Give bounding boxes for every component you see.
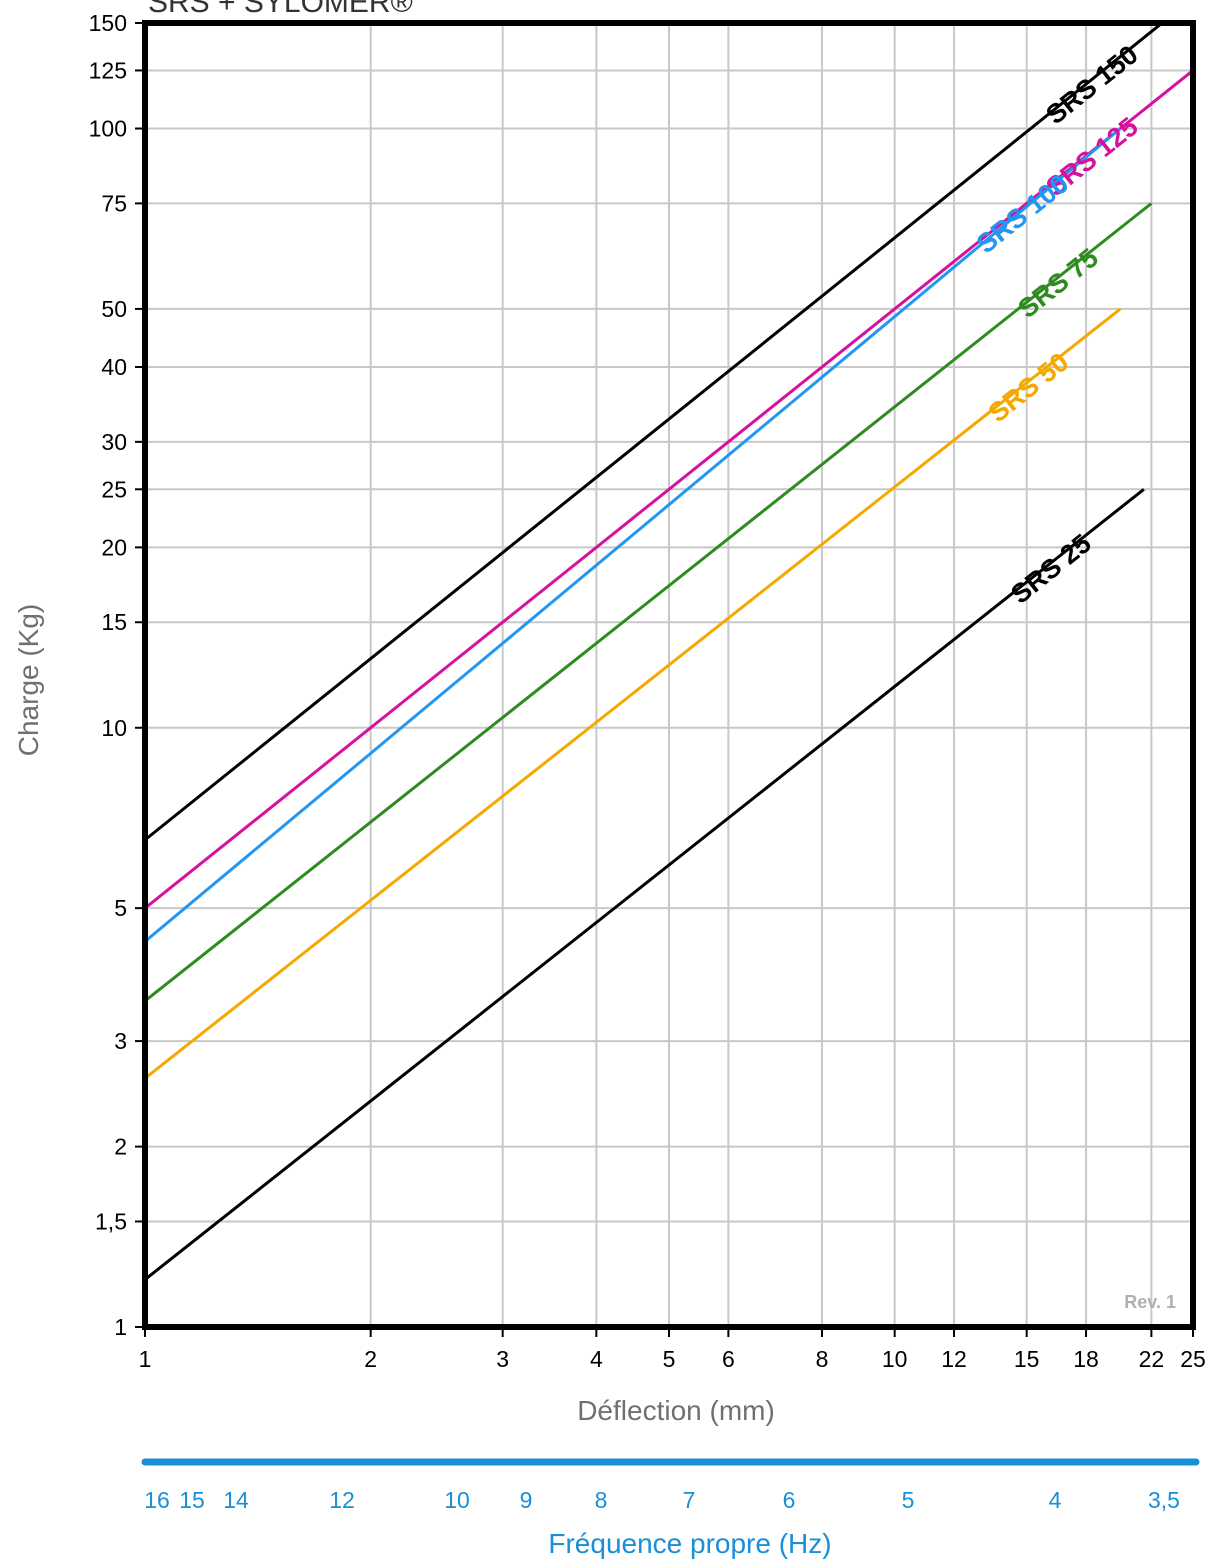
frequency-tick-label: 8: [595, 1487, 608, 1513]
x-tick-label: 1: [139, 1346, 152, 1372]
x-tick-label: 15: [1014, 1346, 1040, 1372]
x-tick-label: 5: [663, 1346, 676, 1372]
y-tick-label: 3: [114, 1028, 127, 1054]
x-tick-label: 22: [1139, 1346, 1165, 1372]
series-line: [145, 202, 1153, 1003]
frequency-tick-label: 16: [144, 1487, 170, 1513]
frequency-tick-label: 6: [783, 1487, 796, 1513]
chart-title: SRS + SYLOMER®: [148, 0, 413, 19]
series-line: [145, 127, 1122, 943]
frequency-tick-label: 5: [902, 1487, 915, 1513]
frequency-axis-ticks: 16 15 14 12 10 9 8 7 6 5 4 3,5: [144, 1487, 1180, 1513]
y-tick-label: 25: [101, 476, 127, 502]
y-tick-label: 1,5: [95, 1208, 127, 1234]
x-tick-label: 18: [1073, 1346, 1099, 1372]
series-line: [145, 307, 1122, 1080]
series-lines: [145, 23, 1193, 1281]
y-tick-label: 15: [101, 609, 127, 635]
frequency-tick-label: 7: [683, 1487, 696, 1513]
series-line: [145, 69, 1193, 910]
frequency-axis-title: Fréquence propre (Hz): [548, 1528, 831, 1559]
frequency-tick-label: 4: [1049, 1487, 1062, 1513]
y-tick-label: 40: [101, 354, 127, 380]
y-tick-label: 5: [114, 895, 127, 921]
y-tick-label: 2: [114, 1134, 127, 1160]
revision-label: Rev. 1: [1124, 1292, 1176, 1312]
x-tick-label: 10: [882, 1346, 908, 1372]
y-tick-label: 125: [89, 57, 127, 83]
y-axis-title: Charge (Kg): [13, 604, 44, 757]
frequency-tick-label: 3,5: [1148, 1487, 1180, 1513]
series-line: [145, 23, 1165, 842]
x-tick-label: 3: [496, 1346, 509, 1372]
x-tick-label: 4: [590, 1346, 603, 1372]
series-label: SRS 25: [1005, 528, 1096, 610]
y-tick-label: 50: [101, 296, 127, 322]
y-tick-label: 1: [114, 1314, 127, 1340]
frequency-tick-label: 12: [329, 1487, 355, 1513]
y-tick-label: 150: [89, 10, 127, 36]
frequency-tick-label: 14: [223, 1487, 249, 1513]
series-label: SRS 50: [983, 347, 1074, 429]
x-tick-label: 2: [364, 1346, 377, 1372]
x-tick-label: 6: [722, 1346, 735, 1372]
y-tick-label: 75: [101, 190, 127, 216]
x-tick-label: 25: [1180, 1346, 1206, 1372]
x-axis-ticks: 1 2 3 4 5 6 8 10 12 15 18 22 25: [139, 1327, 1206, 1372]
frequency-tick-label: 9: [520, 1487, 533, 1513]
y-tick-label: 10: [101, 715, 127, 741]
x-axis-title: Déflection (mm): [577, 1395, 775, 1426]
series-line: [145, 488, 1145, 1281]
y-tick-label: 100: [89, 116, 127, 142]
y-axis-ticks: 1 1,5 2 3 5 10 15 20 25 30 40 50 75 100 125 150: [89, 10, 145, 1340]
series-label: SRS 100: [971, 168, 1074, 259]
y-tick-label: 20: [101, 534, 127, 560]
y-tick-label: 30: [101, 429, 127, 455]
x-tick-label: 12: [941, 1346, 967, 1372]
x-tick-label: 8: [816, 1346, 829, 1372]
frequency-tick-label: 15: [179, 1487, 205, 1513]
frequency-tick-label: 10: [444, 1487, 470, 1513]
